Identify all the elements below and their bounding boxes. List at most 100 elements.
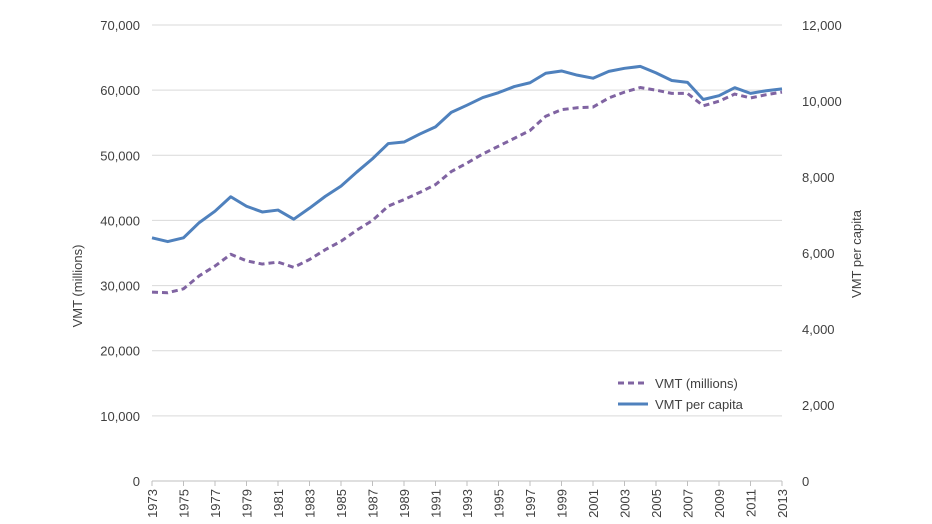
x-tick-label: 2013 (775, 489, 790, 518)
series-layer (151, 64, 784, 295)
x-tick-label: 1987 (366, 489, 381, 518)
data-point (686, 81, 689, 84)
data-point (560, 69, 563, 72)
data-point (229, 253, 232, 256)
data-point (371, 219, 374, 222)
x-tick-label: 1975 (177, 489, 192, 518)
x-tick-label: 1993 (460, 489, 475, 518)
left-y-tick-label: 40,000 (100, 213, 140, 228)
data-point (592, 106, 595, 109)
data-point (655, 71, 658, 74)
left-y-tick-label: 30,000 (100, 279, 140, 294)
data-point (229, 195, 232, 198)
data-point (214, 210, 217, 213)
data-point (340, 240, 343, 243)
legend: VMT (millions) VMT per capita (618, 376, 744, 412)
data-point (324, 195, 327, 198)
data-point (497, 145, 500, 148)
data-point (418, 191, 421, 194)
data-point (655, 89, 658, 92)
data-point (686, 92, 689, 95)
data-point (182, 236, 185, 239)
x-tick-label: 1991 (429, 489, 444, 518)
right-y-axis-title: VMT per capita (849, 209, 864, 298)
left-y-tick-label: 50,000 (100, 148, 140, 163)
right-y-tick-label: 8,000 (802, 170, 835, 185)
data-point (702, 104, 705, 107)
left-y-tick-label: 10,000 (100, 409, 140, 424)
data-point (261, 263, 264, 266)
left-y-tick-label: 20,000 (100, 344, 140, 359)
data-point (403, 141, 406, 144)
data-point (166, 291, 169, 294)
data-point (245, 205, 248, 208)
data-point (387, 205, 390, 208)
data-point (702, 98, 705, 101)
data-point (481, 152, 484, 155)
data-point (607, 70, 610, 73)
left-y-tick-label: 60,000 (100, 83, 140, 98)
gridlines (152, 24, 782, 417)
data-point (466, 104, 469, 107)
x-tick-label: 1983 (303, 489, 318, 518)
data-point (481, 96, 484, 99)
data-point (292, 266, 295, 269)
data-point (308, 207, 311, 210)
data-point (434, 125, 437, 128)
data-point (781, 87, 784, 90)
x-tick-label: 2005 (649, 489, 664, 518)
x-tick-label: 2007 (681, 489, 696, 518)
data-point (513, 137, 516, 140)
x-tick-label: 2011 (744, 489, 759, 517)
x-tick-label: 2003 (618, 489, 633, 518)
data-point (261, 210, 264, 213)
data-point (749, 96, 752, 99)
x-tick-label: 1973 (145, 489, 160, 518)
data-point (749, 92, 752, 95)
data-point (733, 93, 736, 96)
legend-label-vmt-millions: VMT (millions) (655, 376, 738, 391)
x-tick-label: 1981 (271, 489, 286, 518)
data-point (198, 221, 201, 224)
data-point (403, 198, 406, 201)
data-point (450, 111, 453, 114)
left-y-axis-title: VMT (millions) (70, 245, 85, 328)
data-point (592, 77, 595, 80)
x-tick-label: 2009 (712, 489, 727, 518)
data-point (151, 291, 154, 294)
data-point (371, 157, 374, 160)
data-point (576, 106, 579, 109)
data-point (182, 287, 185, 290)
series-line-vmt-per-capita (151, 64, 783, 244)
x-axis-ticks: 1973 1975 1977 1979 1981 1983 1985 1987 1989 1991… (145, 481, 790, 518)
data-point (308, 258, 311, 261)
data-point (576, 74, 579, 77)
data-point (639, 86, 642, 89)
data-point (355, 171, 358, 174)
data-point (623, 67, 626, 70)
data-point (214, 265, 217, 268)
data-point (355, 229, 358, 232)
legend-label-vmt-per-capita: VMT per capita (655, 397, 744, 412)
left-y-tick-label: 70,000 (100, 18, 140, 33)
right-y-tick-label: 2,000 (802, 398, 835, 413)
data-point (544, 72, 547, 75)
x-tick-label: 1979 (240, 489, 255, 518)
left-y-tick-label: 0 (133, 474, 140, 489)
data-point (639, 65, 642, 68)
x-tick-label: 1995 (492, 489, 507, 518)
data-point (718, 100, 721, 103)
x-tick-label: 1989 (397, 489, 412, 518)
x-tick-label: 1985 (334, 489, 349, 518)
x-tick-label: 2001 (586, 489, 601, 518)
data-point (733, 86, 736, 89)
data-point (529, 81, 532, 84)
data-point (418, 133, 421, 136)
right-y-tick-label: 12,000 (802, 18, 842, 33)
data-point (544, 115, 547, 118)
data-point (450, 170, 453, 173)
data-point (151, 236, 154, 239)
data-point (623, 91, 626, 94)
data-point (670, 79, 673, 82)
